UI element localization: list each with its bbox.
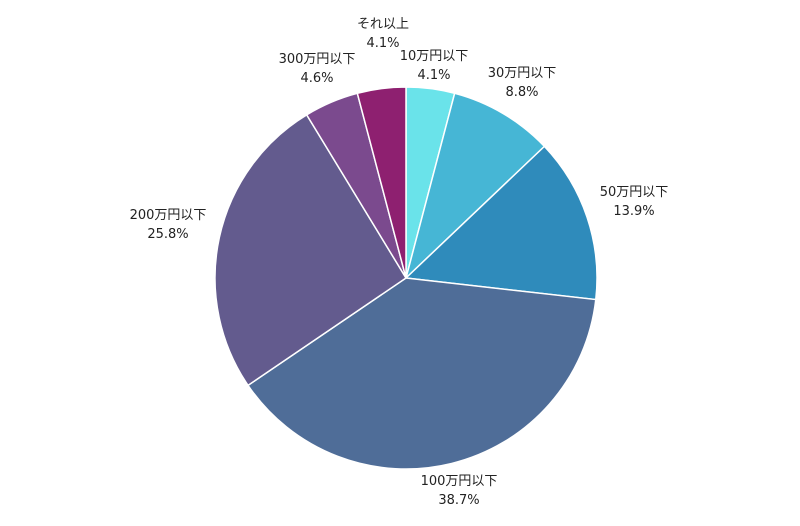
pie-slice-2 (404, 92, 546, 281)
pie-slices (214, 86, 598, 470)
slice-value-label-7: 4.1% (366, 36, 399, 51)
pie-slice-4 (246, 277, 597, 470)
slice-value-label-2: 8.8% (505, 85, 538, 100)
pie-slice-3 (404, 145, 598, 301)
slice-label-5: 200万円以下 (130, 208, 207, 223)
slice-label-7: それ以上 (357, 17, 409, 32)
slice-label-1: 10万円以下 (400, 49, 469, 64)
slice-label-6: 300万円以下 (279, 52, 356, 67)
slice-value-label-6: 4.6% (300, 71, 333, 86)
slice-value-label-5: 25.8% (147, 227, 188, 242)
slice-label-4: 100万円以下 (421, 474, 498, 489)
slice-value-label-3: 13.9% (613, 204, 654, 219)
pie-slice-5 (214, 113, 408, 387)
slice-label-3: 50万円以下 (600, 185, 669, 200)
pie-slice-7 (356, 86, 407, 279)
slice-value-label-4: 38.7% (438, 493, 479, 508)
slice-label-2: 30万円以下 (488, 66, 557, 81)
slice-value-label-1: 4.1% (417, 68, 450, 83)
